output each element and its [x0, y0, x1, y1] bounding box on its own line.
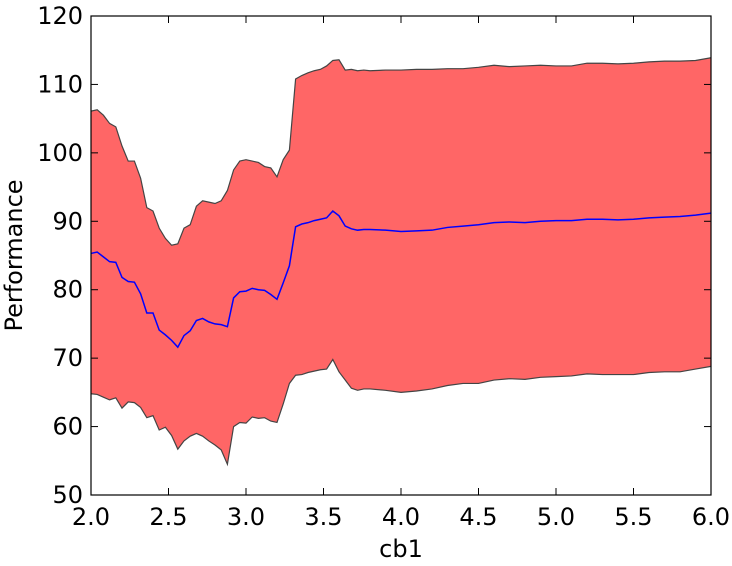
x-tick-label: 2.0 — [72, 503, 110, 531]
y-tick-label: 50 — [52, 481, 83, 509]
x-tick-label: 5.0 — [537, 503, 575, 531]
x-tick-label: 2.5 — [149, 503, 187, 531]
confidence-band — [91, 57, 711, 465]
x-tick-label: 3.5 — [304, 503, 342, 531]
y-tick-label: 90 — [52, 207, 83, 235]
lower-bound-line — [90, 358, 712, 467]
y-tick-label: 100 — [37, 139, 83, 167]
y-axis-label: Performance — [0, 179, 28, 331]
y-tick-label: 80 — [52, 276, 83, 304]
x-tick-label: 3.0 — [227, 503, 265, 531]
y-tick-label: 70 — [52, 344, 83, 372]
y-tick-label: 120 — [37, 2, 83, 30]
plot-area — [90, 57, 712, 467]
x-tick-label: 5.5 — [614, 503, 652, 531]
x-axis-label: cb1 — [379, 535, 423, 563]
x-tick-label: 6.0 — [692, 503, 730, 531]
axis-ticks: 2.0 2.5 3.0 3.5 4.0 4.5 5.0 5.5 6.0 50 60 70 80 90 100… — [37, 2, 730, 531]
y-tick-label: 110 — [37, 70, 83, 98]
mean-line — [90, 210, 712, 349]
x-tick-label: 4.0 — [382, 503, 420, 531]
x-tick-label: 4.5 — [459, 503, 497, 531]
upper-bound-line — [90, 57, 712, 246]
y-tick-label: 60 — [52, 413, 83, 441]
